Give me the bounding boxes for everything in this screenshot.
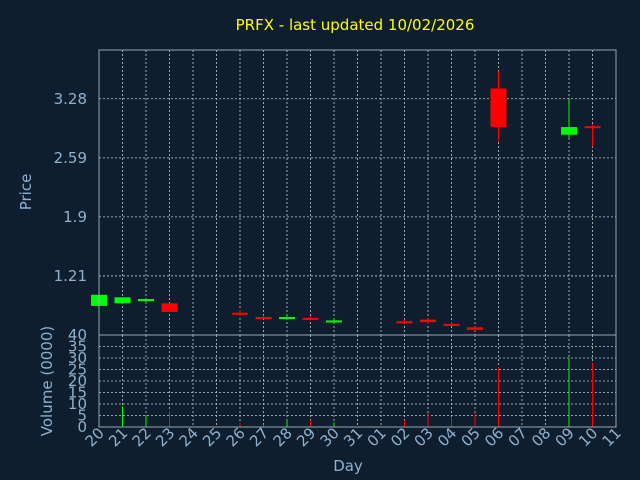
x-tick-label: 08 xyxy=(528,424,554,450)
candle-body xyxy=(584,126,601,129)
x-tick-label: 23 xyxy=(152,424,178,450)
candle-body xyxy=(490,88,507,128)
volume-tick-label: 20 xyxy=(68,372,87,390)
x-tick-label: 02 xyxy=(387,424,413,450)
candle-body xyxy=(561,127,577,135)
price-tick-label: 1.9 xyxy=(63,208,87,226)
x-tick-label: 27 xyxy=(246,424,272,450)
x-tick-label: 26 xyxy=(223,424,249,450)
candle-body xyxy=(326,320,342,323)
price-tick-label: 3.28 xyxy=(54,90,87,108)
volume-panel-frame xyxy=(98,334,617,428)
price-grid xyxy=(98,50,617,335)
candle-body xyxy=(255,317,272,320)
volume-tick-label: 35 xyxy=(68,338,87,356)
x-tick-label: 05 xyxy=(458,424,484,450)
x-tick-label: 04 xyxy=(434,424,460,450)
volume-tick-label: 15 xyxy=(68,384,87,402)
candle-body xyxy=(279,317,295,320)
x-tick-label: 22 xyxy=(129,424,155,450)
candle-body xyxy=(161,303,178,312)
candle-body xyxy=(467,327,483,330)
x-tick-label: 09 xyxy=(552,424,578,450)
volume-tick-label: 40 xyxy=(68,326,87,344)
chart-title: PRFX - last updated 10/02/2026 xyxy=(236,16,475,34)
x-tick-label: 06 xyxy=(481,424,507,450)
candle-body xyxy=(420,319,436,323)
x-tick-label: 29 xyxy=(293,424,319,450)
volume-tick-label: 10 xyxy=(68,395,87,413)
price-panel-frame xyxy=(98,49,617,336)
candle-body xyxy=(138,299,154,302)
x-tick-label: 03 xyxy=(411,424,437,450)
candle-body xyxy=(443,323,460,326)
x-tick-label: 21 xyxy=(105,424,131,450)
volume-tick-label: 5 xyxy=(77,407,87,425)
x-tick-label: 01 xyxy=(364,424,390,450)
candle-body xyxy=(232,312,248,315)
price-tick-label: 1.21 xyxy=(54,267,87,285)
volume-tick-label: 30 xyxy=(68,349,87,367)
price-axis-label: Price xyxy=(17,174,35,211)
x-tick-label: 31 xyxy=(340,424,366,450)
volume-tick-label: 0 xyxy=(77,418,87,436)
candle-body xyxy=(396,321,413,324)
x-tick-label: 30 xyxy=(317,424,343,450)
x-tick-label: 07 xyxy=(505,424,531,450)
volume-bars xyxy=(122,358,593,427)
candle-body xyxy=(302,317,319,320)
tick-labels: 2021222324252627282930310102030405060708… xyxy=(54,90,625,451)
volume-axis-label: Volume (0000) xyxy=(38,326,56,436)
x-tick-label: 24 xyxy=(176,424,202,450)
x-tick-label: 10 xyxy=(575,424,601,450)
volume-grid xyxy=(98,335,617,427)
candle-body xyxy=(114,297,131,304)
x-axis-label: Day xyxy=(333,457,363,475)
x-tick-label: 11 xyxy=(599,424,625,450)
x-tick-label: 28 xyxy=(270,424,296,450)
price-tick-label: 2.59 xyxy=(54,149,87,167)
volume-tick-label: 25 xyxy=(68,361,87,379)
x-tick-label: 25 xyxy=(199,424,225,450)
candles xyxy=(91,71,601,331)
